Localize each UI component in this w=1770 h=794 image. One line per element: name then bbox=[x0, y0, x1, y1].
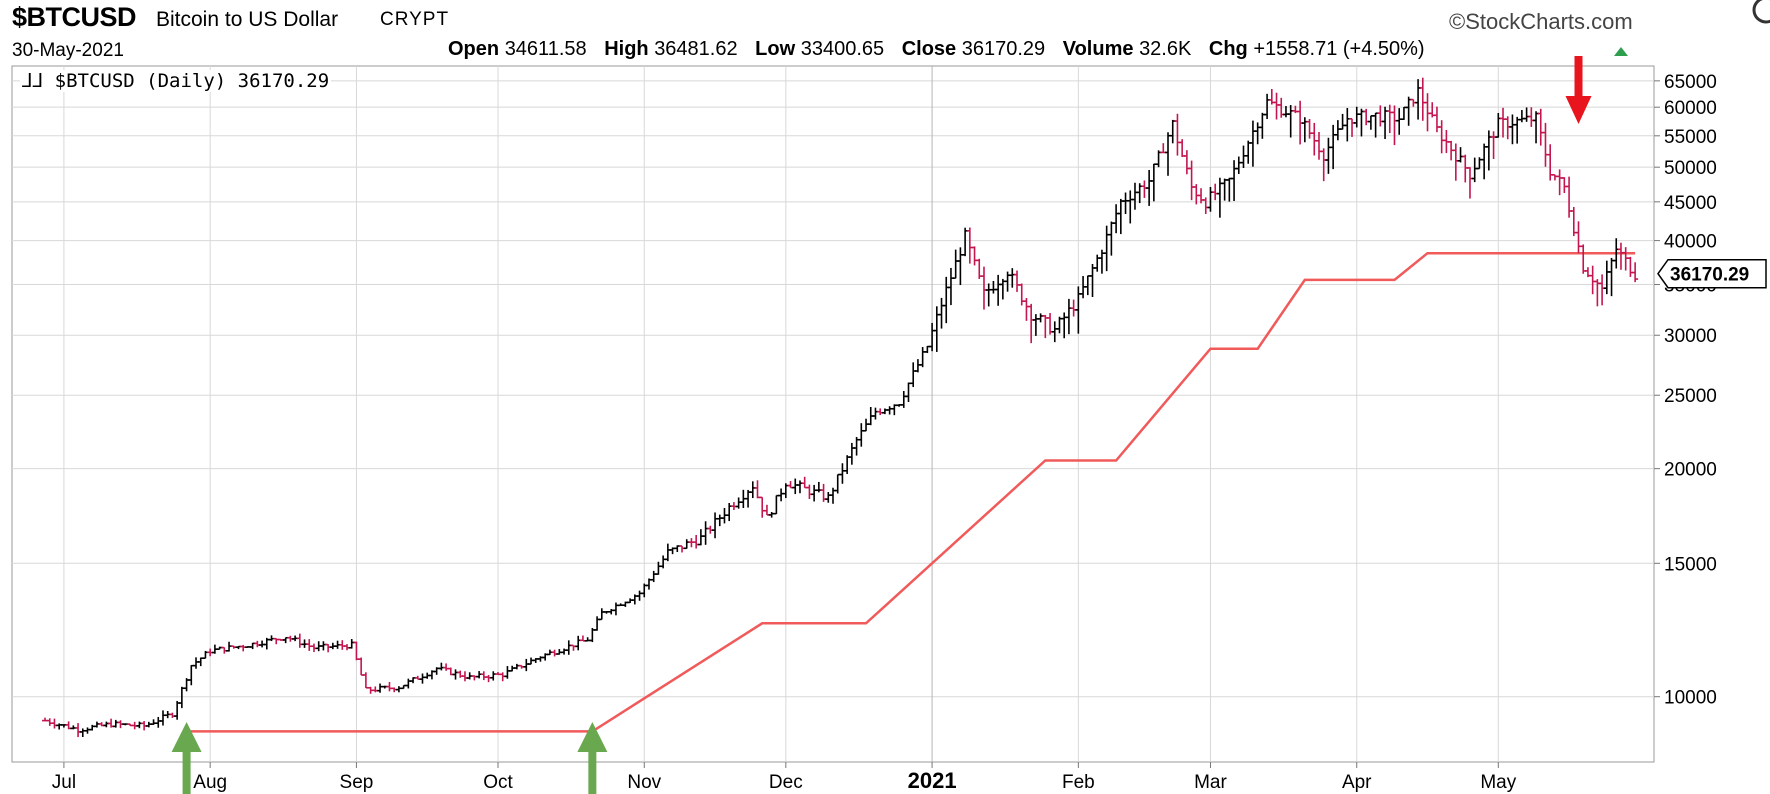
y-tick-label: 60000 bbox=[1664, 98, 1717, 119]
y-tick-label: 15000 bbox=[1664, 554, 1717, 575]
high-value: 36481.62 bbox=[654, 38, 738, 60]
volume-value: 32.6K bbox=[1139, 38, 1192, 60]
buy-arrow-head bbox=[577, 722, 608, 752]
source-credit[interactable]: ©StockCharts.com bbox=[1449, 9, 1633, 34]
chg-value: +1558.71 (+4.50%) bbox=[1253, 38, 1425, 60]
x-tick-label: Nov bbox=[627, 772, 661, 793]
x-tick-label: Sep bbox=[340, 772, 374, 793]
trailing-stop-line bbox=[186, 251, 1636, 733]
quote-summary: Open 34611.58 High 36481.62 Low 33400.65… bbox=[448, 38, 1425, 61]
buy-arrow-icon bbox=[171, 722, 202, 794]
instrument-name: Bitcoin to US Dollar bbox=[156, 8, 339, 31]
symbol: $BTCUSD bbox=[12, 2, 137, 32]
last-price-label: 36170.29 bbox=[1657, 258, 1767, 289]
sell-arrow-shaft bbox=[1574, 56, 1583, 100]
y-tick-label: 55000 bbox=[1664, 127, 1717, 148]
legend-text: $BTCUSD (Daily) 36170.29 bbox=[54, 70, 330, 92]
buy-arrow-icon bbox=[577, 722, 608, 794]
open-value: 34611.58 bbox=[504, 38, 587, 60]
ohlc-bar-icon: ⅃⅃ bbox=[22, 70, 44, 92]
x-tick-label: Jul bbox=[52, 772, 76, 793]
y-axis: 6500060000550005000045000400003500030000… bbox=[1654, 72, 1717, 709]
y-tick-label: 25000 bbox=[1664, 386, 1717, 407]
y-tick-label: 65000 bbox=[1664, 72, 1717, 93]
stop-line-path bbox=[186, 251, 1636, 733]
buy-arrow-shaft bbox=[588, 740, 597, 794]
up-triangle-icon bbox=[1614, 47, 1628, 56]
volume-label: Volume bbox=[1062, 38, 1134, 60]
grid bbox=[12, 66, 1654, 762]
sell-arrow-icon bbox=[1565, 56, 1592, 124]
last-price-text: 36170.29 bbox=[1670, 265, 1749, 286]
y-tick-label: 45000 bbox=[1664, 193, 1717, 214]
y-tick-label: 40000 bbox=[1664, 232, 1717, 253]
y-tick-label: 30000 bbox=[1664, 326, 1717, 347]
sell-arrow-head bbox=[1565, 96, 1592, 124]
y-tick-label: 20000 bbox=[1664, 460, 1717, 481]
signal-markers bbox=[171, 56, 1592, 794]
x-tick-label: Mar bbox=[1194, 772, 1227, 793]
x-tick-label: Apr bbox=[1342, 772, 1372, 793]
x-tick-label: 2021 bbox=[908, 768, 957, 793]
x-tick-label: Oct bbox=[483, 772, 513, 793]
x-tick-label: Aug bbox=[193, 772, 227, 793]
ohlc-bar bbox=[1632, 262, 1639, 283]
close-label: Close bbox=[901, 38, 957, 60]
x-tick-label: Dec bbox=[769, 772, 803, 793]
settings-icon[interactable] bbox=[1744, 0, 1770, 26]
ohlc-bars bbox=[42, 77, 1639, 738]
last-price-box bbox=[1657, 258, 1767, 289]
close-value: 36170.29 bbox=[961, 38, 1046, 60]
exchange: CRYPT bbox=[380, 9, 450, 30]
buy-arrow-head bbox=[171, 722, 202, 752]
high-label: High bbox=[604, 38, 649, 60]
quote-date: 30-May-2021 bbox=[12, 40, 124, 61]
buy-arrow-shaft bbox=[182, 740, 191, 794]
low-value: 33400.65 bbox=[800, 38, 885, 60]
x-tick-label: Feb bbox=[1062, 772, 1095, 793]
chart-legend: ⅃⅃ $BTCUSD (Daily) 36170.29 bbox=[20, 70, 332, 92]
plot-frame bbox=[11, 65, 1655, 763]
chg-label: Chg bbox=[1208, 38, 1248, 60]
x-tick-label: May bbox=[1480, 772, 1516, 793]
y-tick-label: 50000 bbox=[1664, 158, 1717, 179]
x-axis: Jul Aug Sep Oct Nov Dec 2021 Feb Mar Apr May bbox=[52, 762, 1517, 793]
low-label: Low bbox=[755, 38, 796, 60]
y-tick-label: 10000 bbox=[1664, 688, 1717, 709]
open-label: Open bbox=[448, 38, 500, 60]
